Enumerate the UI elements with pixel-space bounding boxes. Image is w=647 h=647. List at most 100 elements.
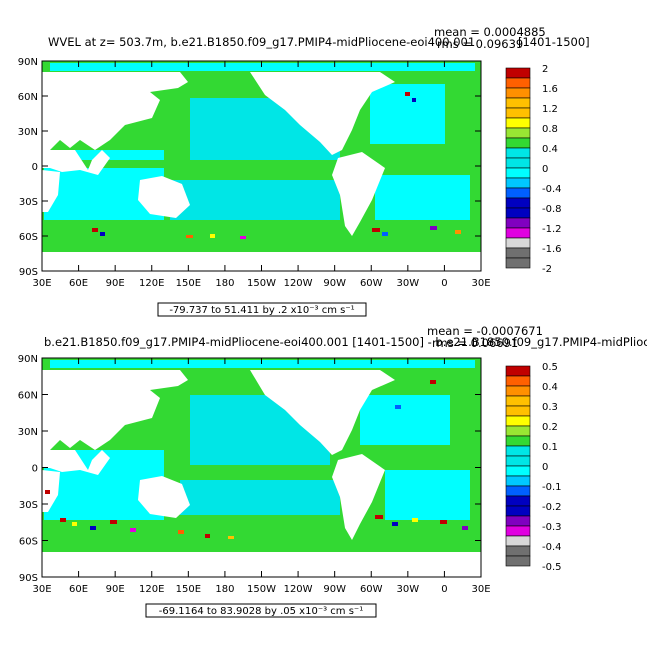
axis-ticks xyxy=(41,60,482,272)
colorbar-box xyxy=(505,147,531,159)
colorbar-box xyxy=(505,227,531,239)
speckle xyxy=(462,526,468,530)
field-arctic-band xyxy=(50,63,475,71)
colorbar-box xyxy=(505,207,531,219)
x-tick-label: 120E xyxy=(139,584,164,595)
y-tick-label: 30N xyxy=(18,127,38,138)
colorbar-label: -2 xyxy=(542,264,552,275)
colorbar-label: -0.1 xyxy=(542,482,562,493)
speckle xyxy=(382,232,388,236)
colorbar-label: -0.4 xyxy=(542,184,562,195)
field-southern-ocean xyxy=(42,520,481,548)
colorbar-box xyxy=(505,77,531,89)
speckle xyxy=(178,530,184,534)
rms-label: rms = 0.09639 xyxy=(437,37,523,51)
colorbar-box xyxy=(505,157,531,169)
x-tick-label: 60W xyxy=(360,278,383,289)
land-south-america xyxy=(332,454,385,540)
colorbar-box xyxy=(505,365,531,377)
speckle xyxy=(45,490,50,494)
x-tick-label: 120W xyxy=(284,584,313,595)
colorbar-box xyxy=(505,475,531,487)
colorbar-box xyxy=(505,385,531,397)
speckle xyxy=(405,92,410,96)
colorbar-box xyxy=(505,415,531,427)
colorbar-box xyxy=(505,395,531,407)
colorbar-box xyxy=(505,87,531,99)
mean-label: mean = -0.0007671 xyxy=(427,324,543,338)
speckle xyxy=(455,230,461,234)
y-tick-label: 90S xyxy=(19,573,38,584)
colorbar-box xyxy=(505,525,531,537)
speckle xyxy=(72,522,77,526)
land-eurasia-africa xyxy=(42,72,188,150)
colorbar-box xyxy=(505,197,531,209)
y-tick-label: 90N xyxy=(18,354,38,365)
colorbar-label: -0.4 xyxy=(542,542,562,553)
land-antarctica xyxy=(42,552,481,577)
y-tick-labels: 90N 60N 30N 0 30S 60S 90S xyxy=(18,354,38,584)
chart-title-left: WVEL at z= 503.7m, b.e21.B1850.f09_g17.P… xyxy=(48,35,475,49)
x-tick-label: 120E xyxy=(139,278,164,289)
field-south-pacific xyxy=(170,180,340,220)
x-tick-label: 150E xyxy=(176,278,201,289)
colorbar-box xyxy=(505,545,531,557)
land-australia xyxy=(138,476,190,518)
y-tick-label: 0 xyxy=(32,162,38,173)
colorbar-box xyxy=(505,127,531,139)
x-tick-label: 150W xyxy=(247,584,276,595)
colorbar-box xyxy=(505,247,531,259)
colorbar-box xyxy=(505,465,531,477)
y-tick-label: 60S xyxy=(19,537,38,548)
colorbar-label: 0.8 xyxy=(542,124,558,135)
colorbar-label: 0.2 xyxy=(542,422,558,433)
y-tick-label: 90S xyxy=(19,267,38,278)
colorbar-box xyxy=(505,67,531,79)
range-label: -69.1164 to 83.9028 by .05 x10⁻³ cm s⁻¹ xyxy=(159,606,363,617)
speckle xyxy=(205,534,210,538)
colorbar-label: -0.8 xyxy=(542,204,562,215)
mean-label: mean = 0.0004885 xyxy=(434,25,546,39)
speckle xyxy=(110,520,117,524)
speckle xyxy=(186,235,193,238)
colorbar-label: 0.4 xyxy=(542,382,558,393)
colorbar-box xyxy=(505,97,531,109)
colorbar-label: 1.6 xyxy=(542,84,558,95)
speckle xyxy=(372,228,380,232)
x-tick-label: 90W xyxy=(323,278,346,289)
colorbar-box xyxy=(505,555,531,567)
y-tick-label: 30S xyxy=(19,197,38,208)
field-south-atlantic xyxy=(385,470,470,520)
chart-title-left: b.e21.B1850.f09_g17.PMIP4-midPliocene-eo… xyxy=(44,335,647,349)
speckle xyxy=(60,518,66,522)
speckle xyxy=(210,234,215,238)
colorbar-box xyxy=(505,405,531,417)
x-tick-label: 60E xyxy=(69,584,88,595)
colorbar-box xyxy=(505,107,531,119)
speckle xyxy=(240,236,246,239)
x-tick-label: 90E xyxy=(106,584,125,595)
x-tick-label: 150W xyxy=(247,278,276,289)
colorbar-label: 0.5 xyxy=(542,362,558,373)
speckle xyxy=(395,405,401,409)
x-tick-label: 30E xyxy=(32,278,51,289)
colorbar-box xyxy=(505,167,531,179)
land-arabia-india xyxy=(42,150,110,175)
x-tick-label: 30E xyxy=(471,584,490,595)
land-south-america xyxy=(332,152,385,236)
colorbar-label: 2 xyxy=(542,64,548,75)
field-equatorial-band xyxy=(44,160,444,168)
y-tick-label: 30N xyxy=(18,427,38,438)
colorbar-label: -0.3 xyxy=(542,522,562,533)
colorbar-box xyxy=(505,445,531,457)
speckle xyxy=(430,380,436,384)
x-tick-label: 60W xyxy=(360,584,383,595)
x-tick-label: 30W xyxy=(397,278,420,289)
speckle xyxy=(440,520,447,524)
x-tick-label: 90E xyxy=(106,278,125,289)
y-tick-label: 0 xyxy=(32,464,38,475)
colorbar-box xyxy=(505,257,531,269)
speckle xyxy=(375,515,383,519)
chart-title-period: [1401-1500] xyxy=(518,35,590,49)
